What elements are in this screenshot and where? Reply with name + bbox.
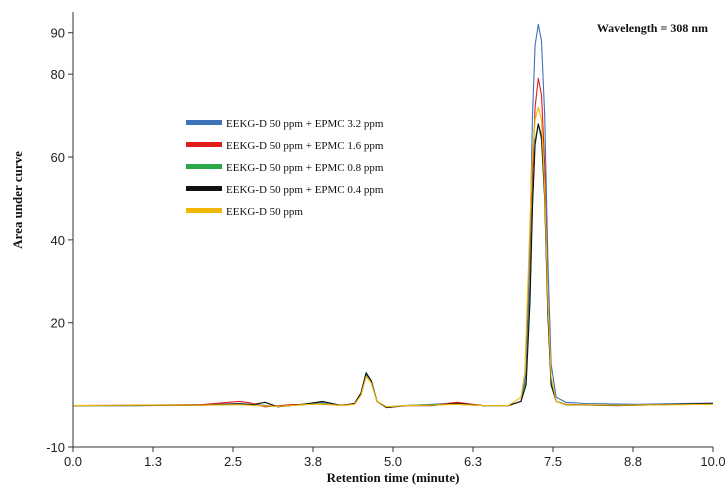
- y-tick-label: 20: [51, 316, 65, 331]
- y-tick-label: -10: [46, 440, 65, 455]
- y-tick-label: 90: [51, 26, 65, 41]
- x-tick-label: 6.3: [464, 454, 482, 469]
- legend-label-3: EEKG-D 50 ppm + EPMC 0.8 ppm: [226, 162, 384, 174]
- legend-swatch-3: [186, 164, 222, 169]
- legend-label-2: EEKG-D 50 ppm + EPMC 1.6 ppm: [226, 140, 384, 152]
- x-tick-label: 3.8: [304, 454, 322, 469]
- x-tick-label: 5.0: [384, 454, 402, 469]
- legend-swatch-5: [186, 208, 222, 213]
- y-tick-label: 80: [51, 67, 65, 82]
- x-tick-label: 2.5: [224, 454, 242, 469]
- series-line-4: [73, 123, 714, 409]
- legend-swatch-1: [186, 120, 222, 125]
- x-tick-label: 10.0: [700, 454, 725, 469]
- axes-layer: [72, 12, 713, 448]
- series-layer: [72, 23, 714, 409]
- legend-swatch-4: [186, 186, 222, 191]
- y-axis-title: Area under curve: [10, 151, 25, 249]
- x-axis-title: Retention time (minute): [327, 470, 460, 485]
- legend-label-1: EEKG-D 50 ppm + EPMC 3.2 ppm: [226, 118, 384, 130]
- series-line-3: [73, 123, 714, 408]
- wavelength-annotation: Wavelength = 308 nm: [597, 21, 708, 35]
- ticks-layer: 0.0 1.3 2.5 3.8 5.0 6.3 7.5 8.8 10.0 -10 20 40 60 80 9…: [46, 26, 725, 469]
- legend: EEKG-D 50 ppm + EPMC 3.2 ppm EEKG-D 50 pp…: [186, 118, 384, 218]
- y-tick-label: 40: [51, 233, 65, 248]
- y-tick-label: 60: [51, 150, 65, 165]
- x-tick-label: 8.8: [624, 454, 642, 469]
- series-line-5: [72, 106, 714, 408]
- series-line-1: [73, 23, 714, 409]
- x-tick-label: 0.0: [64, 454, 82, 469]
- x-tick-label: 1.3: [144, 454, 162, 469]
- legend-label-5: EEKG-D 50 ppm: [226, 206, 303, 218]
- series-line-2: [72, 77, 714, 409]
- x-tick-label: 7.5: [544, 454, 562, 469]
- legend-label-4: EEKG-D 50 ppm + EPMC 0.4 ppm: [226, 184, 384, 196]
- legend-swatch-2: [186, 142, 222, 147]
